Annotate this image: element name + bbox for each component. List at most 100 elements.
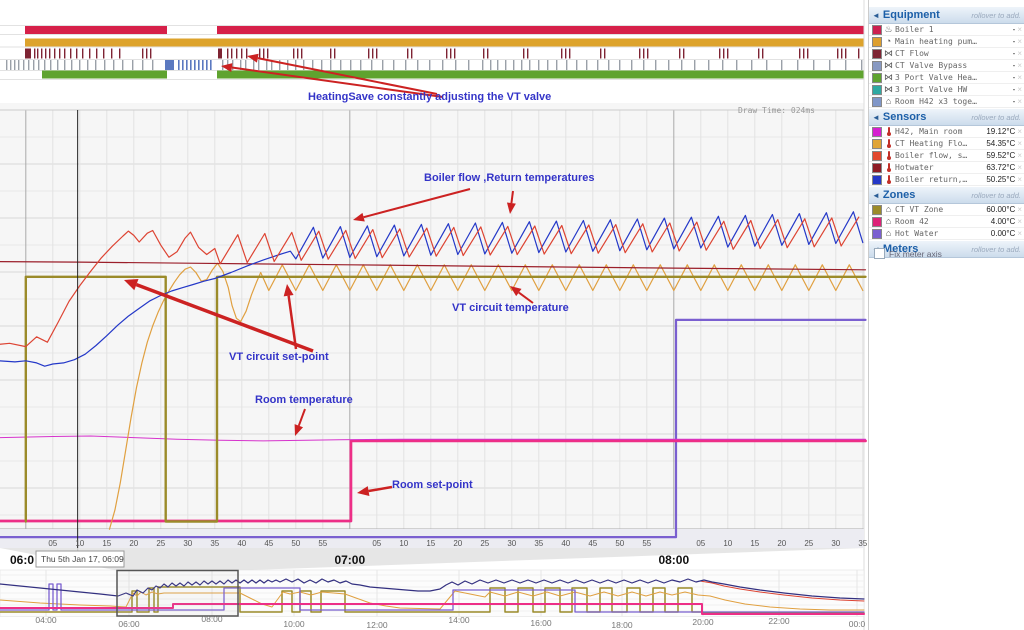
item-name: Room 42 <box>895 217 929 226</box>
remove-icon[interactable]: × <box>1017 205 1022 214</box>
panel-header-zones[interactable]: ◄ Zones rollover to add. <box>869 186 1024 204</box>
legend-row[interactable]: ⋈ CT Flow - × <box>869 48 1024 60</box>
series-color-swatch <box>872 48 882 59</box>
item-name: Boiler flow, s… <box>895 151 968 160</box>
series-color-swatch <box>872 72 882 83</box>
remove-icon[interactable]: × <box>1017 229 1022 238</box>
legend-row[interactable]: ⌂ Hot Water 0.00°C × <box>869 228 1024 240</box>
legend-row[interactable]: Boiler return,… 50.25°C × <box>869 174 1024 186</box>
annotation-vt-circuit-set-point: VT circuit set-point <box>229 351 329 363</box>
series-color-swatch <box>872 216 882 227</box>
remove-icon[interactable]: × <box>1017 163 1022 172</box>
remove-icon[interactable]: × <box>1017 151 1022 160</box>
svg-text:35: 35 <box>858 539 867 548</box>
panel-header-equipment[interactable]: ◄ Equipment rollover to add. <box>869 6 1024 24</box>
annotation-arrows <box>124 53 534 496</box>
series-color-swatch <box>872 138 882 149</box>
legend-row[interactable]: ⋈ 3 Port Valve Hea… - × <box>869 72 1024 84</box>
series-color-swatch <box>872 24 882 35</box>
thermometer-icon <box>883 150 894 161</box>
remove-icon[interactable]: × <box>1017 61 1022 70</box>
zoom-funnel <box>0 548 864 571</box>
boiler-flow-line <box>0 216 860 348</box>
svg-text:15: 15 <box>426 539 435 548</box>
legend-row[interactable]: ⋈ CT Valve Bypass - × <box>869 60 1024 72</box>
overview-hour-label: 12:00 <box>366 620 388 630</box>
item-value: - <box>1012 49 1016 58</box>
series-color-swatch <box>872 96 882 107</box>
panel-title: Meters <box>882 243 919 255</box>
thermometer-icon <box>883 174 894 185</box>
remove-icon[interactable]: × <box>1017 49 1022 58</box>
remove-icon[interactable]: × <box>1017 217 1022 226</box>
legend-row[interactable]: ◔ Main heating pum… - × <box>869 36 1024 48</box>
valve-icon: ⋈ <box>884 60 893 70</box>
fix-meter-axis-checkbox[interactable] <box>874 248 885 259</box>
remove-icon[interactable]: × <box>1017 37 1022 46</box>
legend-row[interactable]: ⌂ CT VT Zone 60.00°C × <box>869 204 1024 216</box>
legend-row[interactable]: ⌂ Room H42 x3 toge… - × <box>869 96 1024 108</box>
valve-icon: ⋈ <box>884 72 893 82</box>
remove-icon[interactable]: × <box>1017 97 1022 106</box>
cursor-tooltip: Thu 5th Jan 17, 06:09 <box>35 550 125 568</box>
remove-icon[interactable]: × <box>1017 139 1022 148</box>
svg-text:10: 10 <box>399 539 408 548</box>
collapse-icon[interactable]: ◄ <box>872 10 880 20</box>
item-value: 60.00°C <box>986 205 1016 214</box>
annotation-room-set-point: Room set-point <box>392 479 473 491</box>
item-name: CT Valve Bypass <box>895 61 968 70</box>
legend-row[interactable]: ⌂ Room 42 4.00°C × <box>869 216 1024 228</box>
overview-timeline[interactable]: 04:00 06:00 08:00 10:00 12:00 14:00 16:00 18:00… <box>0 569 866 630</box>
overview-hour-label: 08:00 <box>201 614 223 624</box>
rollover-hint: rollover to add. <box>971 10 1021 20</box>
remove-icon[interactable]: × <box>1017 25 1022 34</box>
remove-icon[interactable]: × <box>1017 127 1022 136</box>
svg-text:05: 05 <box>696 539 705 548</box>
legend-row[interactable]: Boiler flow, s… 59.52°C × <box>869 150 1024 162</box>
annotation-heating-save: HeatingSave constantly adjusting the VT … <box>308 91 552 103</box>
item-name: Room H42 x3 toge… <box>895 97 977 106</box>
ov-pink-line <box>0 603 865 615</box>
house-icon: ⌂ <box>885 216 892 226</box>
svg-text:45: 45 <box>588 539 597 548</box>
overview-hour-label: 00:0 <box>849 619 866 629</box>
draw-time: Draw Time: 024ms <box>738 106 815 115</box>
legend-row[interactable]: CT Heating Flo… 54.35°C × <box>869 138 1024 150</box>
legend-row[interactable]: Hotwater 63.72°C × <box>869 162 1024 174</box>
series-color-swatch <box>872 84 882 95</box>
item-name: Hotwater <box>895 163 934 172</box>
item-name: H42, Main room <box>895 127 963 136</box>
legend-row[interactable]: ♨ Boiler 1 - × <box>869 24 1024 36</box>
legend-row[interactable]: ⋈ 3 Port Valve HW - × <box>869 84 1024 96</box>
remove-icon[interactable]: × <box>1017 175 1022 184</box>
item-value: 63.72°C <box>986 163 1016 172</box>
ct-valve-bypass-activity <box>6 60 863 70</box>
svg-text:15: 15 <box>102 539 111 548</box>
item-value: 19.12°C <box>986 127 1016 136</box>
equipment-activity-bars <box>0 25 864 80</box>
remove-icon[interactable]: × <box>1017 73 1022 82</box>
overview-selection[interactable] <box>116 569 239 617</box>
overview-hour-label: 22:00 <box>768 616 790 626</box>
fix-meter-axis-label: Fix meter axis <box>889 248 942 259</box>
svg-text:30: 30 <box>831 539 840 548</box>
overview-hour-label: 04:00 <box>35 615 57 625</box>
item-name: CT VT Zone <box>895 205 944 214</box>
fix-meter-axis-option[interactable]: Fix meter axis <box>874 248 942 259</box>
overview-hour-label: 18:00 <box>611 620 633 630</box>
collapse-icon[interactable]: ◄ <box>872 190 880 200</box>
remove-icon[interactable]: × <box>1017 85 1022 94</box>
collapse-icon[interactable]: ◄ <box>872 112 880 122</box>
item-name: 3 Port Valve HW <box>895 85 968 94</box>
overview-hour-label: 20:00 <box>692 617 714 627</box>
legend-row[interactable]: H42, Main room 19.12°C × <box>869 126 1024 138</box>
item-name: 3 Port Valve Hea… <box>895 73 977 82</box>
hw-setpoint-line <box>0 318 867 539</box>
heating-pump-activity <box>25 38 864 47</box>
panel-header-sensors[interactable]: ◄ Sensors rollover to add. <box>869 108 1024 126</box>
rollover-hint: rollover to add. <box>971 244 1021 254</box>
